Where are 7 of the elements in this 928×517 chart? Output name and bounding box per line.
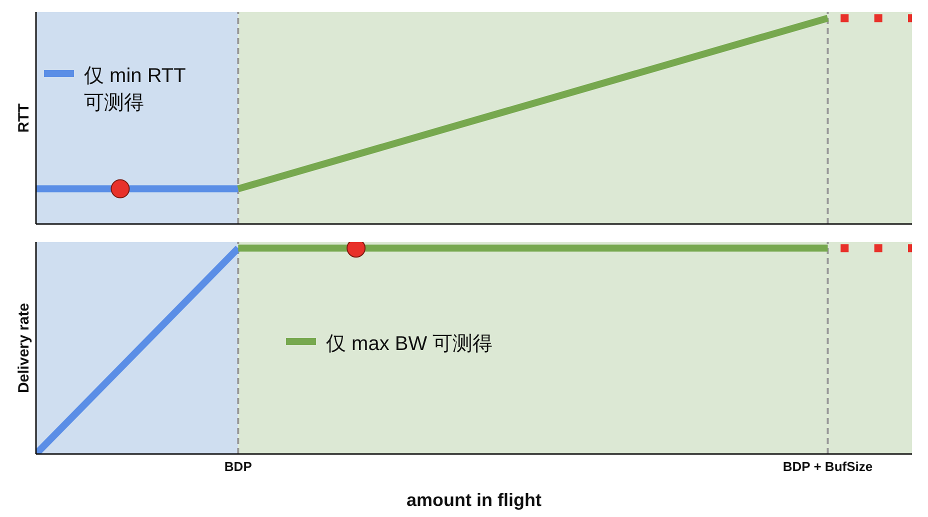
y-axis-title: Delivery rate [15,302,32,394]
y-axis-title: RTT [15,103,32,133]
x-axis-title: amount in flight [406,490,542,510]
x-tick-label: BDP [224,459,252,474]
legend-label: 仅 max BW 可测得 [326,332,493,357]
legend-label: 仅 min RTT 可测得 [84,64,186,116]
x-tick-label: BDP + BufSize [782,459,873,474]
